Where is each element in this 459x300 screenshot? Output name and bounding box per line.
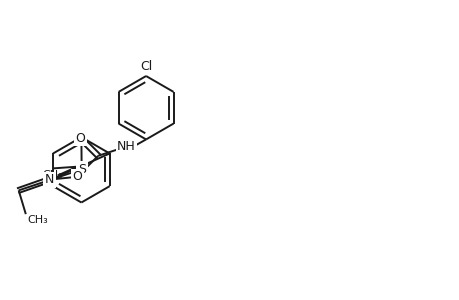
Text: O: O (76, 132, 85, 145)
Text: N: N (45, 173, 54, 186)
Text: CH₃: CH₃ (28, 215, 49, 225)
Text: S: S (78, 163, 85, 176)
Text: CH₃: CH₃ (43, 170, 63, 180)
Text: O: O (72, 170, 82, 183)
Text: NH: NH (117, 140, 135, 153)
Text: Cl: Cl (140, 60, 152, 73)
